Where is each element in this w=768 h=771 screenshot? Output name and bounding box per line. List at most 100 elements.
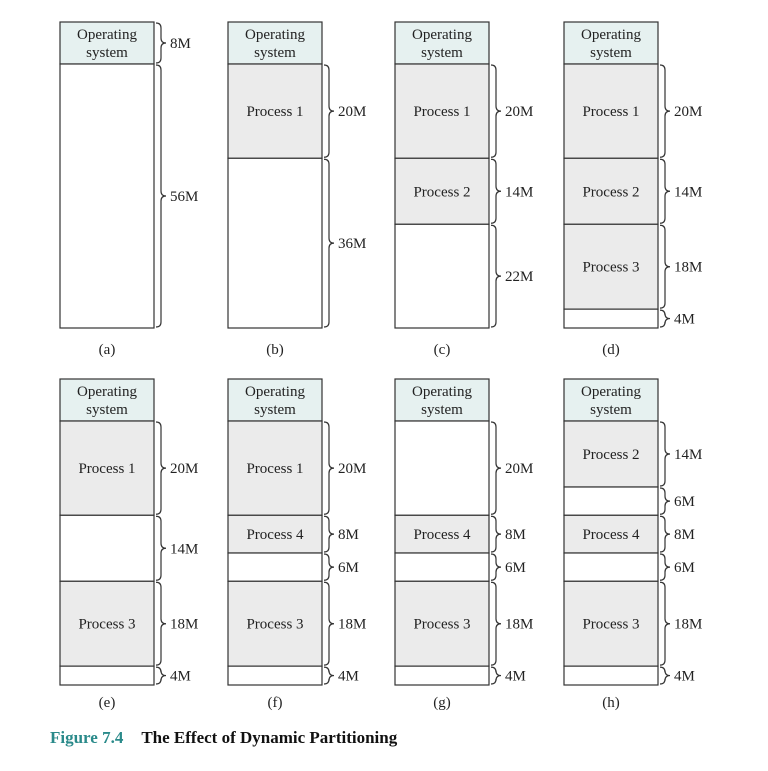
size-brace — [659, 421, 671, 487]
process-block-process-1 — [563, 63, 659, 159]
segment-label-process-1: Process 1 — [246, 104, 303, 120]
size-brace — [659, 64, 671, 158]
panel-label: (e) — [99, 695, 116, 711]
free-block — [563, 308, 659, 329]
free-block — [563, 552, 659, 582]
size-brace — [323, 158, 335, 328]
segment-label-process-3: Process 3 — [582, 617, 639, 633]
free-block — [227, 665, 323, 686]
size-label: 4M — [674, 312, 695, 328]
os-label-line-1: Operating — [412, 27, 472, 43]
free-block — [59, 63, 155, 329]
memory-panel-b: Operating system Process 1 20M 36M (b) — [227, 21, 366, 358]
os-label-line-2: system — [421, 45, 463, 61]
size-brace — [490, 553, 502, 581]
process-block-process-1 — [59, 420, 155, 516]
size-brace — [323, 64, 335, 158]
size-brace — [490, 421, 502, 515]
size-brace — [659, 309, 671, 328]
segment-label-process-3: Process 3 — [582, 260, 639, 276]
size-label: 6M — [505, 560, 526, 576]
size-label: 20M — [505, 104, 533, 120]
panel-label: (g) — [433, 695, 451, 711]
memory-panel-f: Operating system Process 1 20M Process 4 8M 6M… — [227, 378, 366, 711]
segment-label-process-1: Process 1 — [246, 461, 303, 477]
size-brace — [659, 487, 671, 515]
process-block-process-4 — [563, 514, 659, 554]
size-brace — [490, 666, 502, 685]
process-block-process-3 — [563, 223, 659, 310]
size-brace — [490, 224, 502, 328]
size-brace — [155, 581, 167, 666]
size-brace — [659, 553, 671, 581]
os-label-line-2: system — [421, 402, 463, 418]
segment-label-process-2: Process 2 — [413, 184, 470, 200]
size-brace — [155, 421, 167, 515]
process-block-process-1 — [227, 63, 323, 159]
size-brace — [323, 581, 335, 666]
size-brace — [659, 515, 671, 553]
free-block — [394, 665, 490, 686]
os-label-line-2: system — [254, 45, 296, 61]
memory-panel-e: Operating system Process 1 20M 14M Process 3 1… — [59, 378, 198, 711]
size-label: 18M — [338, 617, 366, 633]
size-label: 4M — [674, 669, 695, 685]
size-label: 4M — [505, 669, 526, 685]
memory-panel-c: Operating system Process 1 20M Process 2 14M 2… — [394, 21, 533, 358]
size-brace — [659, 158, 671, 224]
panel-label: (a) — [99, 342, 116, 358]
size-label: 6M — [674, 494, 695, 510]
memory-panel-a: Operating system 8M 56M (a) — [59, 21, 198, 358]
size-brace — [323, 515, 335, 553]
size-brace — [323, 421, 335, 515]
size-label: 14M — [170, 541, 198, 557]
size-brace — [323, 666, 335, 685]
process-block-process-3 — [563, 580, 659, 667]
free-block — [394, 552, 490, 582]
panel-label: (f) — [268, 695, 283, 711]
size-brace — [155, 666, 167, 685]
memory-panel-g: Operating system 20M Process 4 8M 6M Process 3… — [394, 378, 533, 711]
os-label-line-2: system — [86, 45, 128, 61]
size-label: 6M — [338, 560, 359, 576]
free-block — [227, 552, 323, 582]
size-label: 56M — [170, 189, 198, 205]
segment-label-process-2: Process 2 — [582, 447, 639, 463]
os-block — [59, 378, 155, 422]
panel-label: (h) — [602, 695, 620, 711]
size-label: 14M — [674, 184, 702, 200]
size-brace — [659, 666, 671, 685]
process-block-process-3 — [227, 580, 323, 667]
process-block-process-2 — [394, 157, 490, 225]
os-label-line-1: Operating — [581, 384, 641, 400]
size-label: 20M — [674, 104, 702, 120]
os-label-line-1: Operating — [581, 27, 641, 43]
os-label-line-2: system — [590, 45, 632, 61]
figure-title: The Effect of Dynamic Partitioning — [141, 728, 398, 747]
size-label: 14M — [505, 184, 533, 200]
free-block — [563, 486, 659, 516]
process-block-process-4 — [227, 514, 323, 554]
segment-label-process-1: Process 1 — [582, 104, 639, 120]
free-block — [59, 514, 155, 582]
free-block — [394, 223, 490, 329]
segment-label-process-3: Process 3 — [413, 617, 470, 633]
free-block — [563, 665, 659, 686]
free-block — [59, 665, 155, 686]
size-brace — [155, 64, 167, 328]
size-label: 8M — [338, 527, 359, 543]
panel-label: (b) — [266, 342, 284, 358]
process-block-process-3 — [59, 580, 155, 667]
os-block — [59, 21, 155, 65]
os-label-line-2: system — [254, 402, 296, 418]
panel-label: (d) — [602, 342, 620, 358]
size-label: 20M — [505, 461, 533, 477]
process-block-process-2 — [563, 420, 659, 488]
segment-label-process-4: Process 4 — [582, 527, 640, 543]
size-label: 8M — [674, 527, 695, 543]
size-label: 6M — [674, 560, 695, 576]
os-label-line-1: Operating — [77, 27, 137, 43]
size-brace — [490, 64, 502, 158]
os-label-line-1: Operating — [412, 384, 472, 400]
